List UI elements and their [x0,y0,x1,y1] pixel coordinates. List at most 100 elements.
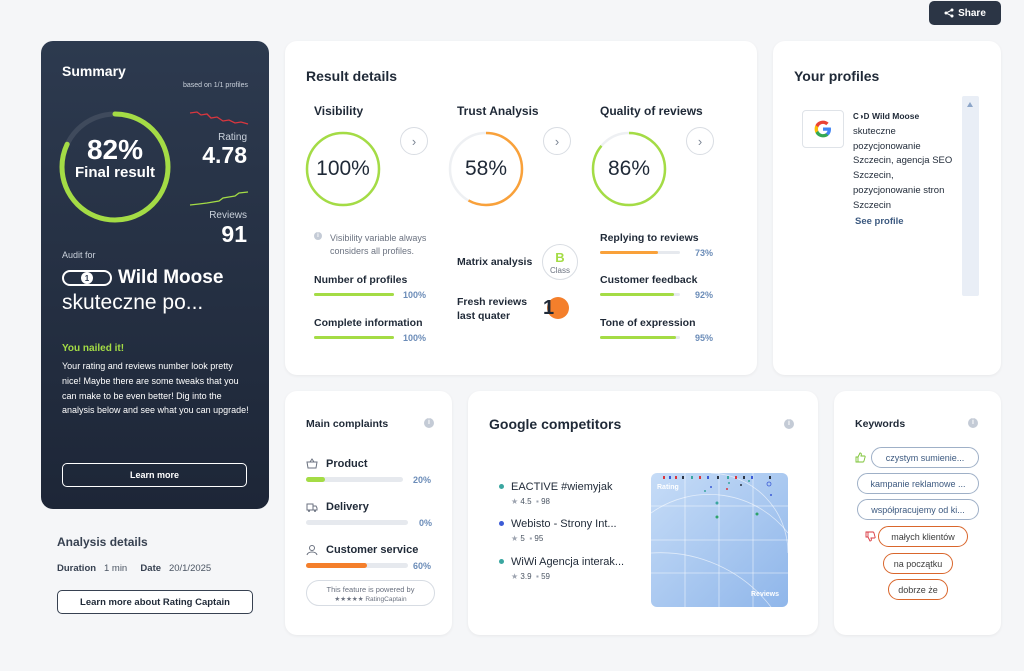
keyword-negative[interactable]: małych klientów [878,526,968,547]
visibility-arrow-button[interactable]: › [400,127,428,155]
audit-name-line2: skuteczne po... [62,291,204,314]
visibility-note: Visibility variable always considers all… [330,233,427,256]
chart-rating-label: Rating [657,484,679,491]
keyword-negative[interactable]: dobrze że [888,579,948,600]
replying-to-reviews-bar [600,251,680,254]
competitor-dot [499,521,504,526]
keyword-positive[interactable]: czystym sumienie... [871,447,979,468]
customer-feedback-label: Customer feedback [600,274,698,286]
competitor-rating: 3.9 [520,572,532,581]
number-of-profiles-bar [314,293,394,296]
powered-by-badge: This feature is powered by ★★★★★ RatingC… [306,580,435,606]
customer-feedback-value: 92% [695,290,714,300]
trust-value: 58% [464,157,508,180]
svg-text:1: 1 [85,274,90,283]
quality-reviews-title: Quality of reviews [600,104,703,118]
competitor-rating: 4.5 [520,497,532,506]
fresh-reviews-value: 1 [543,297,555,319]
date-value: 20/1/2025 [168,563,212,574]
result-details-title: Result details [306,68,398,84]
tone-of-expression-value: 95% [695,333,714,343]
duration-value: 1 min [103,563,128,574]
based-on-text: based on 1/1 profiles [183,82,248,89]
competitor-reviews: 59 [541,572,550,581]
keywords-card: Keywords i czystym sumienie... kampanie … [834,391,1001,635]
complaint-delivery-label: Delivery [306,501,369,513]
quality-arrow-button[interactable]: › [686,127,714,155]
star-icon: ★ [511,497,519,506]
competitor-dot [499,559,504,564]
google-competitors-title: Google competitors [489,416,622,432]
powered-line1: This feature is powered by [326,585,415,594]
competitor-name[interactable]: WiWi Agencja interak... [511,556,625,568]
competitor-meta: ★ 3.9 ▪ 59 [511,572,550,581]
keyword-positive[interactable]: współpracujemy od ki... [857,499,979,520]
info-icon[interactable]: i [784,419,794,429]
google-icon [814,120,831,138]
summary-description: Your rating and reviews number look pret… [62,361,249,416]
fresh-reviews-label: Fresh reviews last quater [457,296,528,322]
see-profile-link[interactable]: See profile [855,216,904,227]
comment-icon: ▪ [529,534,533,543]
audit-brand: Wild Moose [118,267,224,288]
complaint-product-value: 20% [413,475,432,485]
info-icon[interactable]: i [424,418,434,428]
profile-name: C◑D Wild Moose skuteczne pozycjonowanie … [853,109,958,214]
share-button[interactable]: Share [929,1,1001,25]
final-score-ring [59,111,171,223]
share-label: Share [958,7,986,19]
reviews-sparkline [189,191,249,206]
trust-arrow-button[interactable]: › [543,127,571,155]
keyword-negative[interactable]: na początku [883,553,953,574]
scroll-up-icon[interactable] [967,102,973,107]
reviews-label: Reviews [209,210,247,221]
summary-title: Summary [62,63,126,79]
info-icon[interactable]: i [968,418,978,428]
rating-label: Rating [218,132,247,143]
analysis-meta: Duration 1 min Date 20/1/2025 [57,563,211,574]
comment-icon: ▪ [535,497,539,506]
complete-information-bar [314,336,394,339]
complaint-customer-service-value: 60% [413,561,432,571]
competitor-reviews: 95 [534,534,544,543]
chart-points [663,476,772,519]
learn-more-rating-captain-button[interactable]: Learn more about Rating Captain [57,590,253,614]
competitor-meta: ★ 4.5 ▪ 98 [511,497,550,506]
complaint-product-text: Product [326,458,368,470]
chevron-right-icon: › [554,133,560,149]
complaint-customer-service-bar [306,563,408,568]
final-score-value: 82% [86,134,144,165]
keywords-title: Keywords [855,418,906,430]
competitor-name[interactable]: Webisto - Strony Int... [511,518,617,530]
complaint-customer-service-label: Customer service [306,544,418,556]
audit-for-label: Audit for [62,250,96,260]
learn-more-button[interactable]: Learn more [62,463,247,487]
competitor-name[interactable]: EACTIVE #wiemyjak [511,481,613,493]
your-profiles-title: Your profiles [794,68,880,84]
tone-of-expression-bar [600,336,680,339]
profile-brand: Wild Moose [872,111,920,121]
duration-label: Duration [57,563,97,574]
complete-information-value: 100% [403,333,427,343]
profile-logo-icon: C◑D [853,112,870,121]
thumbs-up-icon [855,452,866,463]
powered-line2: ★★★★★ RatingCaptain [334,596,407,603]
main-complaints-title: Main complaints [306,418,389,430]
comment-icon: ▪ [535,572,539,581]
tone-of-expression-label: Tone of expression [600,317,696,329]
truck-icon [306,503,318,512]
complaint-product-label: Product [306,458,368,470]
google-competitors-card: Google competitors i EACTIVE #wiemyjak ★… [468,391,818,635]
competitor-meta: ★ 5 ▪ 95 [511,534,543,543]
number-of-profiles-label: Number of profiles [314,274,408,286]
result-details-card: Result details Visibility Trust Analysis… [285,41,757,375]
profiles-scrollbar[interactable] [962,96,979,296]
star-icon: ★ [511,572,519,581]
google-profile-logo[interactable] [802,110,844,148]
complete-information-label: Complete information [314,317,423,329]
chevron-right-icon: › [411,133,417,149]
person-icon [306,545,318,556]
keyword-positive[interactable]: kampanie reklamowe ... [857,473,979,494]
thumbs-down-icon [865,531,876,542]
complaint-product-bar [306,477,403,482]
